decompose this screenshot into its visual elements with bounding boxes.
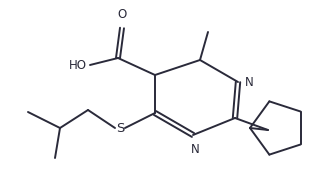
- Text: N: N: [245, 76, 254, 88]
- Text: N: N: [191, 143, 199, 156]
- Text: O: O: [117, 8, 127, 21]
- Text: S: S: [116, 122, 124, 136]
- Text: HO: HO: [69, 59, 87, 71]
